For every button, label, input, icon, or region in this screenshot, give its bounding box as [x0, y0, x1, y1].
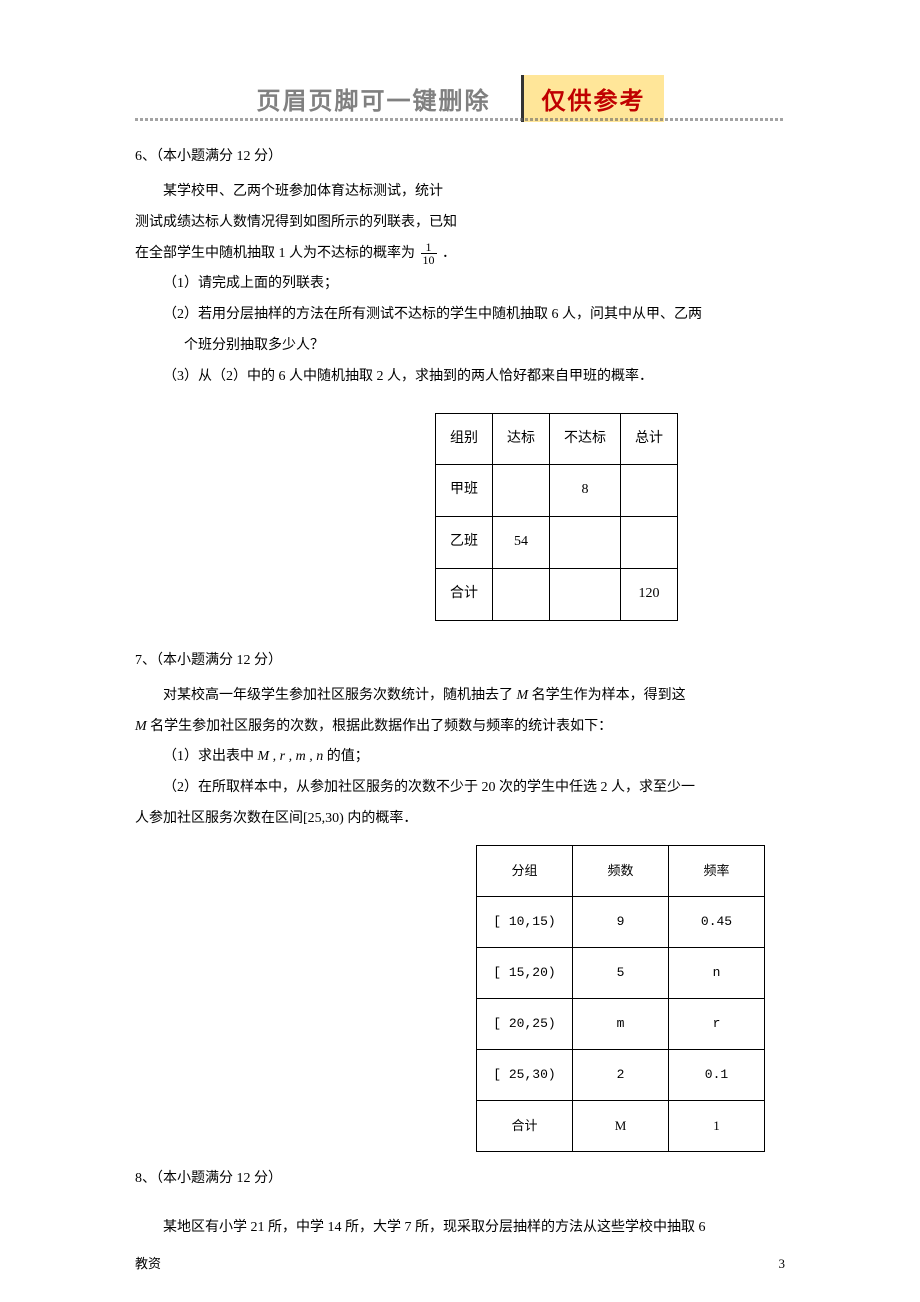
q6-frac-num: 1 — [421, 241, 437, 254]
q7-sub2a: （2）在所取样本中，从参加社区服务的次数不少于 20 次的学生中任选 2 人，求… — [135, 773, 785, 804]
q7-r4c1: M — [573, 1101, 669, 1152]
q7-th-1: 频数 — [573, 846, 669, 897]
q6-r2c0: 合计 — [436, 568, 493, 620]
q6-line2: 测试成绩达标人数情况得到如图所示的列联表，已知 — [135, 208, 785, 239]
q7-sub2b: 人参加社区服务次数在区间[25,30) 内的概率． — [135, 804, 785, 835]
question-8: 8、（本小题满分 12 分） 某地区有小学 21 所，中学 14 所，大学 7 … — [135, 1165, 785, 1244]
q6-r0c0: 甲班 — [436, 465, 493, 517]
q7-r4c0: 合计 — [477, 1101, 573, 1152]
q7-r4c2: 1 — [669, 1101, 765, 1152]
q7-r1c0: [ 15,20) — [477, 948, 573, 999]
q6-sub3: （3）从（2）中的 6 人中随机抽取 2 人，求抽到的两人恰好都来自甲班的概率． — [135, 362, 785, 393]
q6-r2c1 — [493, 568, 550, 620]
q7-table-header: 分组 频数 频率 — [477, 846, 765, 897]
q7-row-4: 合计 M 1 — [477, 1101, 765, 1152]
q7-row-3: [ 25,30) 2 0.1 — [477, 1050, 765, 1101]
q6-r0c3 — [621, 465, 678, 517]
q6-sub2b: 个班分别抽取多少人？ — [135, 331, 785, 362]
q6-line1: 某学校甲、乙两个班参加体育达标测试，统计 — [135, 177, 785, 208]
q6-line3-pre: 在全部学生中随机抽取 1 人为不达标的概率为 — [135, 246, 415, 261]
q6-th-0: 组别 — [436, 413, 493, 465]
q7-th-2: 频率 — [669, 846, 765, 897]
footer-right: 3 — [779, 1256, 786, 1272]
q6-line3: 在全部学生中随机抽取 1 人为不达标的概率为 1 10 ． — [135, 239, 785, 270]
q7-sub2b-pre: 人参加社区服务次数在区间 — [135, 811, 303, 826]
q7-th-0: 分组 — [477, 846, 573, 897]
header-badge: 仅供参考 — [521, 75, 664, 122]
q6-row-1: 乙班 54 — [436, 517, 678, 569]
q7-line2-post: 名学生参加社区服务的次数，根据此数据作出了频数与频率的统计表如下： — [147, 719, 613, 734]
q6-table: 组别 达标 不达标 总计 甲班 8 乙班 54 — [435, 413, 678, 621]
q7-title: 7、（本小题满分 12 分） — [135, 647, 785, 675]
content-area: 6、（本小题满分 12 分） 某学校甲、乙两个班参加体育达标测试，统计 测试成绩… — [135, 143, 785, 1244]
q7-r0c0: [ 10,15) — [477, 897, 573, 948]
q6-r0c2: 8 — [550, 465, 621, 517]
q6-th-1: 达标 — [493, 413, 550, 465]
q7-line1: 对某校高一年级学生参加社区服务次数统计，随机抽去了 M 名学生作为样本，得到这 — [135, 681, 785, 712]
q6-sub1: （1）请完成上面的列联表； — [135, 269, 785, 300]
q6-r1c0: 乙班 — [436, 517, 493, 569]
q7-r0c1: 9 — [573, 897, 669, 948]
q6-body: 某学校甲、乙两个班参加体育达标测试，统计 测试成绩达标人数情况得到如图所示的列联… — [135, 177, 785, 621]
q7-r2c2: r — [669, 999, 765, 1050]
q6-fraction: 1 10 — [421, 241, 437, 266]
q7-row-2: [ 20,25) m r — [477, 999, 765, 1050]
header-underline — [135, 118, 785, 121]
q6-line3-post: ． — [442, 246, 456, 261]
question-6: 6、（本小题满分 12 分） 某学校甲、乙两个班参加体育达标测试，统计 测试成绩… — [135, 143, 785, 621]
q6-table-header: 组别 达标 不达标 总计 — [436, 413, 678, 465]
q7-row-1: [ 15,20) 5 n — [477, 948, 765, 999]
q7-row-0: [ 10,15) 9 0.45 — [477, 897, 765, 948]
q6-th-2: 不达标 — [550, 413, 621, 465]
footer-left: 教资 — [135, 1253, 161, 1272]
q7-r2c0: [ 20,25) — [477, 999, 573, 1050]
q7-r0c2: 0.45 — [669, 897, 765, 948]
q6-row-0: 甲班 8 — [436, 465, 678, 517]
q6-frac-den: 10 — [421, 254, 437, 266]
q7-line1-pre: 对某校高一年级学生参加社区服务次数统计，随机抽去了 — [163, 688, 517, 703]
q6-r1c1: 54 — [493, 517, 550, 569]
q8-spacer — [135, 1199, 785, 1213]
q6-title: 6、（本小题满分 12 分） — [135, 143, 785, 171]
q7-r2c1: m — [573, 999, 669, 1050]
q7-sub1: （1）求出表中 M , r , m , n 的值； — [135, 742, 785, 773]
question-7: 7、（本小题满分 12 分） 对某校高一年级学生参加社区服务次数统计，随机抽去了… — [135, 647, 785, 835]
q6-row-2: 合计 120 — [436, 568, 678, 620]
q7-body: 对某校高一年级学生参加社区服务次数统计，随机抽去了 M 名学生作为样本，得到这 … — [135, 681, 785, 835]
q7-r3c0: [ 25,30) — [477, 1050, 573, 1101]
q7-M1: M — [517, 688, 529, 703]
q7-interval: [25,30) — [303, 804, 344, 835]
q6-r2c2 — [550, 568, 621, 620]
q7-r1c1: 5 — [573, 948, 669, 999]
q7-sub1-post: 的值； — [323, 749, 369, 764]
q8-line1: 某地区有小学 21 所，中学 14 所，大学 7 所，现采取分层抽样的方法从这些… — [135, 1213, 785, 1244]
q7-table: 分组 频数 频率 [ 10,15) 9 0.45 [ 15,20) 5 n [ … — [476, 845, 765, 1152]
q7-line2: M 名学生参加社区服务的次数，根据此数据作出了频数与频率的统计表如下： — [135, 712, 785, 743]
q6-th-3: 总计 — [621, 413, 678, 465]
q7-r1c2: n — [669, 948, 765, 999]
q7-r3c1: 2 — [573, 1050, 669, 1101]
q7-vars: M , r , m , n — [258, 749, 324, 764]
q7-r3c2: 0.1 — [669, 1050, 765, 1101]
q6-r0c1 — [493, 465, 550, 517]
q7-sub2b-post: 内的概率． — [344, 811, 418, 826]
q6-sub2a: （2）若用分层抽样的方法在所有测试不达标的学生中随机抽取 6 人，问其中从甲、乙… — [135, 300, 785, 331]
q7-sub1-pre: （1）求出表中 — [163, 749, 258, 764]
header-title: 页眉页脚可一键删除 — [257, 81, 491, 116]
q7-M2: M — [135, 719, 147, 734]
q8-title: 8、（本小题满分 12 分） — [135, 1165, 785, 1193]
q6-r1c3 — [621, 517, 678, 569]
q6-r2c3: 120 — [621, 568, 678, 620]
q7-line1-post: 名学生作为样本，得到这 — [528, 688, 686, 703]
page-header: 页眉页脚可一键删除 仅供参考 — [0, 75, 920, 122]
q6-r1c2 — [550, 517, 621, 569]
